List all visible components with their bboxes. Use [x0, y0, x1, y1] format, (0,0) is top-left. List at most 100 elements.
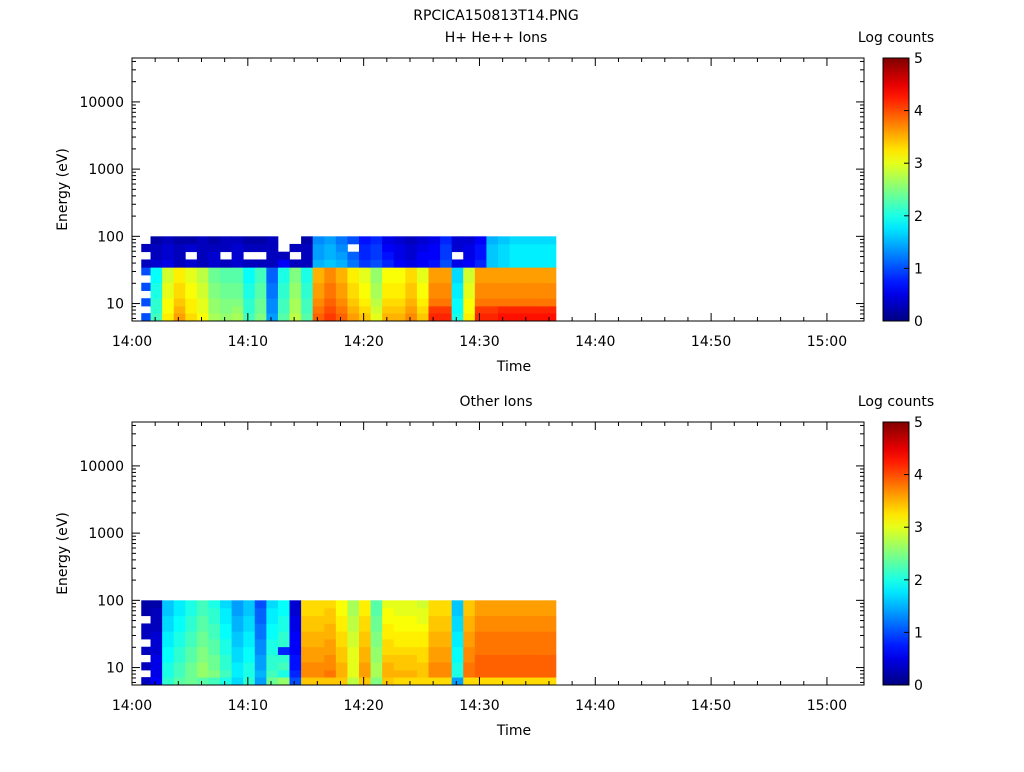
heatmap-cell	[347, 669, 360, 678]
heatmap-cell	[185, 298, 198, 307]
heatmap-cell	[486, 646, 499, 655]
heatmap-cell	[312, 251, 325, 260]
heatmap-cell	[266, 631, 279, 640]
heatmap-cell	[162, 662, 175, 671]
heatmap-cell	[440, 274, 453, 284]
heatmap-cell	[451, 615, 464, 624]
heatmap-cell	[185, 267, 198, 276]
heatmap-cell	[277, 267, 290, 276]
heatmap-cell	[324, 243, 337, 253]
heatmap-cell	[382, 654, 395, 663]
heatmap-cell	[370, 638, 383, 648]
heatmap-cell	[486, 623, 499, 632]
heatmap-cell	[324, 267, 337, 276]
heatmap-cell	[289, 654, 302, 663]
heatmap-cell	[474, 662, 487, 671]
heatmap-cell	[416, 607, 429, 617]
heatmap-cell	[544, 274, 557, 284]
heatmap-cell	[463, 251, 476, 260]
heatmap-cell	[416, 646, 429, 655]
heatmap-cell	[335, 274, 348, 284]
heatmap-cell	[359, 646, 371, 655]
heatmap-cell	[463, 607, 476, 617]
heatmap-cell	[416, 669, 429, 678]
y-axis: 10 100 1000 10000 Energy (eV)	[55, 424, 864, 683]
heatmap-cell	[405, 236, 418, 245]
heatmap-cell	[509, 298, 522, 307]
heatmap-cell	[243, 274, 256, 284]
heatmap-cell	[486, 251, 499, 260]
heatmap-cell	[220, 600, 233, 609]
colorbar-tick-label: 5	[914, 415, 923, 431]
heatmap-cell	[382, 615, 395, 624]
heatmap-cell	[347, 267, 360, 276]
heatmap-cell	[359, 236, 371, 245]
heatmap-cell	[185, 662, 198, 671]
heatmap-cell	[428, 259, 441, 268]
heatmap-cell	[370, 313, 383, 321]
heatmap-cell	[254, 607, 267, 617]
heatmap-cell	[347, 615, 360, 624]
heatmap-cell	[150, 243, 163, 253]
heatmap-cell	[498, 638, 510, 648]
heatmap-cell	[220, 290, 233, 299]
heatmap-cell	[208, 259, 221, 268]
heatmap-cell	[451, 662, 464, 671]
heatmap-cell	[405, 290, 418, 299]
heatmap-cell	[335, 646, 348, 655]
x-tick-label: 14:00	[112, 334, 152, 350]
heatmap-cell	[440, 267, 453, 276]
heatmap-cell	[532, 313, 545, 321]
heatmap-cell	[521, 251, 534, 260]
heatmap-cell	[382, 282, 395, 291]
heatmap-cell	[231, 251, 244, 260]
heatmap-cell	[208, 638, 221, 648]
heatmap-cell	[521, 313, 534, 321]
heatmap-cell	[428, 631, 441, 640]
heatmap-cell	[405, 638, 418, 648]
heatmap-cell	[498, 615, 510, 624]
heatmap-cell	[532, 654, 545, 663]
heatmap-cell	[428, 282, 441, 291]
heatmap-cell	[498, 290, 510, 299]
heatmap-cell	[243, 243, 256, 253]
heatmap-cell	[141, 600, 151, 609]
heatmap-cell	[440, 236, 453, 245]
heatmap-cell	[509, 638, 522, 648]
heatmap-cell	[416, 267, 429, 276]
heatmap-cell	[451, 243, 464, 253]
heatmap-cell	[220, 631, 233, 640]
heatmap-cell	[243, 313, 256, 321]
heatmap-cell	[509, 662, 522, 671]
heatmap-cell	[428, 305, 441, 314]
heatmap-cell	[220, 623, 233, 632]
heatmap-cell	[312, 654, 325, 663]
heatmap-cell	[335, 267, 348, 276]
heatmap-cell	[474, 313, 487, 321]
heatmap-cell	[486, 631, 499, 640]
heatmap-cell	[463, 282, 476, 291]
heatmap-cell	[150, 313, 163, 321]
heatmap-cell	[474, 654, 487, 663]
heatmap-cell	[428, 298, 441, 307]
heatmap-cell	[428, 274, 441, 284]
heatmap-cell	[370, 662, 383, 671]
heatmap-cell	[185, 677, 198, 685]
heatmap-cell	[451, 282, 464, 291]
panel-1: 14:00 14:10 14:20 14:30 14:40 14:50 15:00Time1…	[55, 30, 934, 375]
heatmap-cell	[474, 243, 487, 253]
heatmap-cell	[266, 607, 279, 617]
heatmap-cell	[173, 654, 186, 663]
heatmap-cell	[312, 623, 325, 632]
heatmap-cell	[196, 274, 209, 284]
heatmap-cell	[231, 654, 244, 663]
heatmap-cell	[416, 236, 429, 245]
heatmap-cell	[544, 646, 557, 655]
heatmap-cell	[312, 236, 325, 245]
colorbar-label: Log counts	[858, 394, 934, 410]
heatmap-cell	[428, 662, 441, 671]
heatmap-cell	[301, 305, 314, 314]
heatmap-cell	[324, 313, 337, 321]
colorbar-tick-label: 4	[914, 468, 923, 484]
heatmap-cell	[266, 243, 279, 253]
